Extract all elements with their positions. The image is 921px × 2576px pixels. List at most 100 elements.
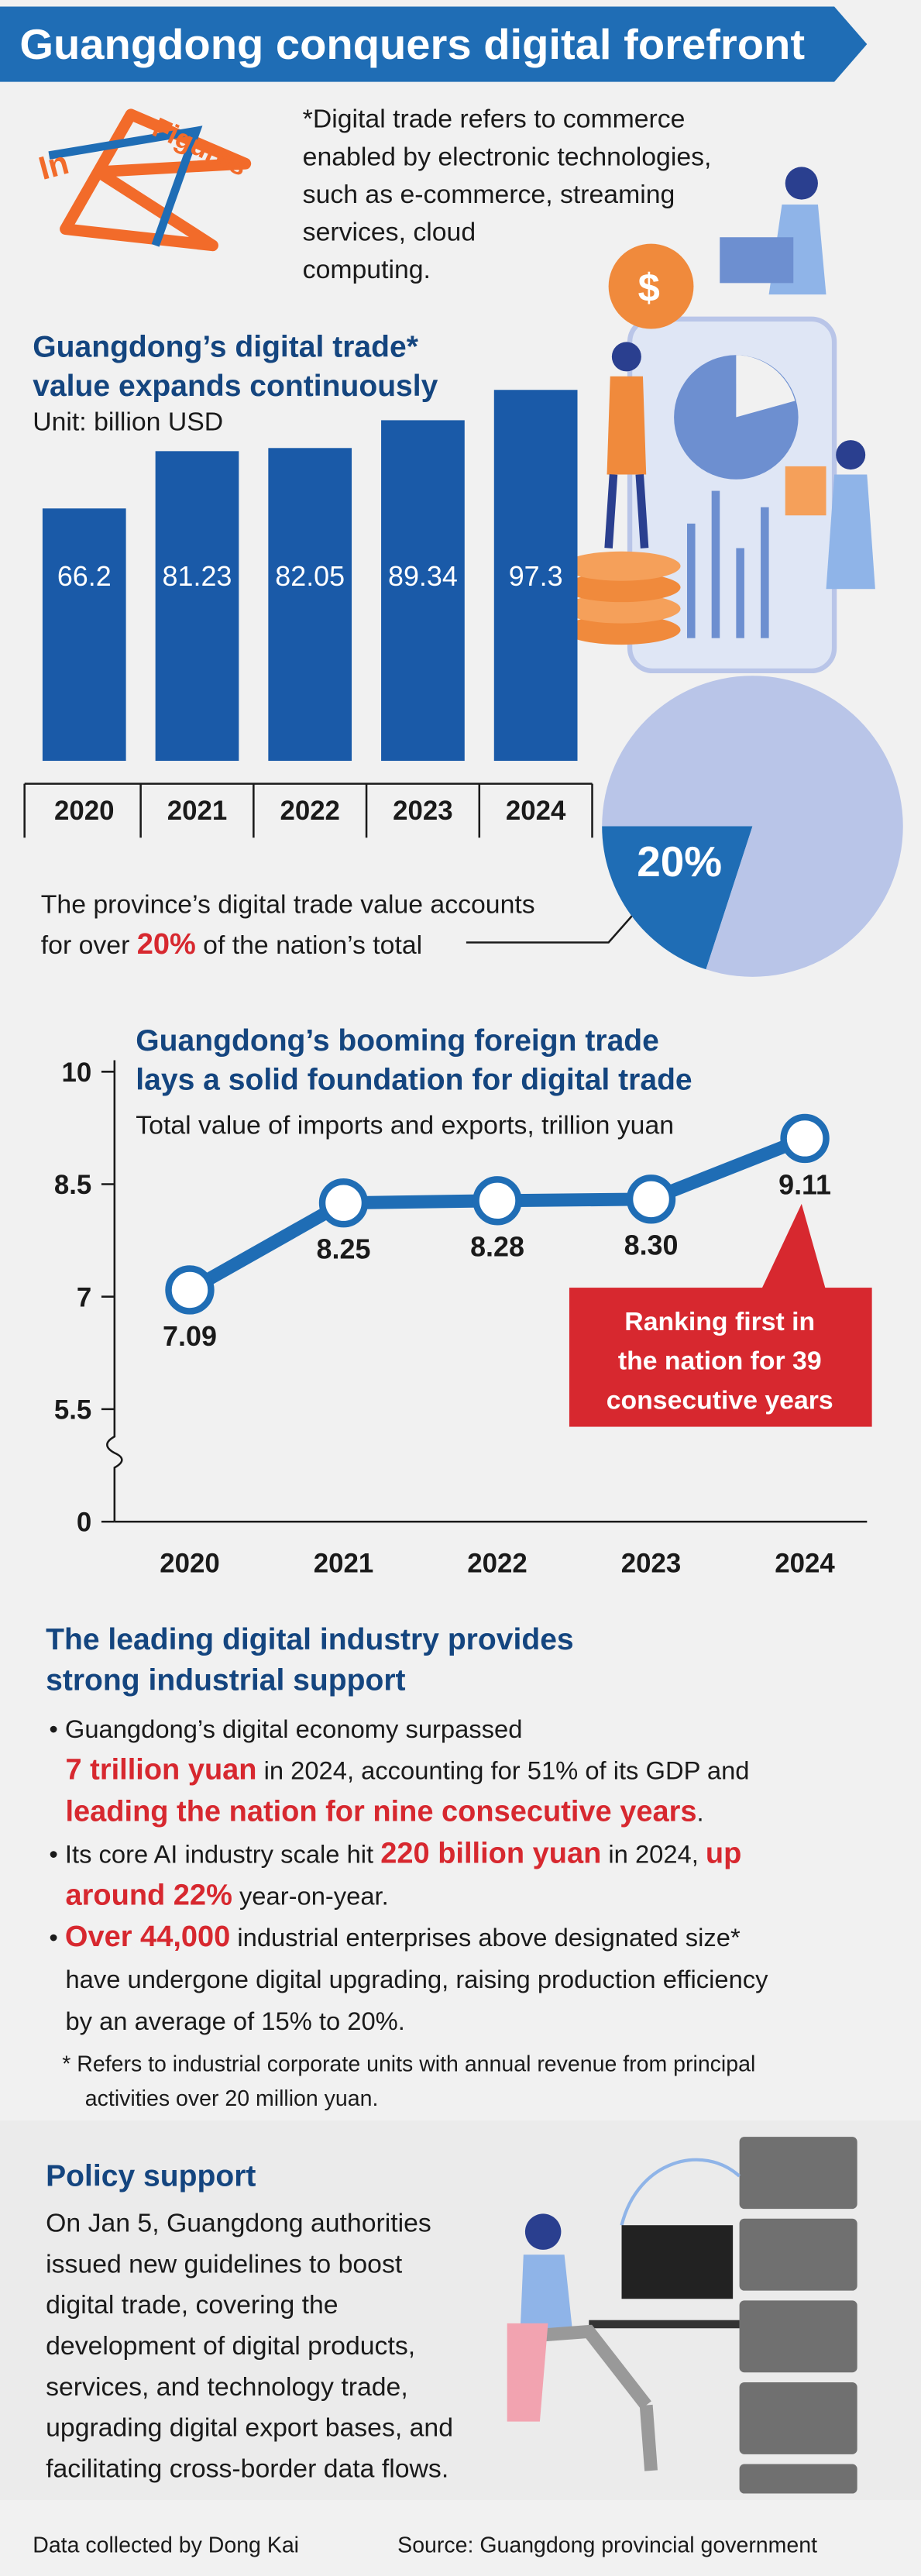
footnote-line: * Refers to industrial corporate units w…: [62, 2052, 755, 2077]
x-tick-label: 2023: [393, 796, 452, 826]
policy-line: development of digital products,: [46, 2331, 415, 2361]
x-tick-label: 2020: [54, 796, 114, 826]
server-illustration: [507, 2137, 857, 2494]
point: [626, 1175, 676, 1224]
text-segment: The province’s digital trade value accou…: [41, 889, 535, 919]
svg-text:$: $: [638, 266, 660, 310]
highlight: leading the nation for nine consecutive …: [65, 1796, 696, 1828]
point: [165, 1265, 215, 1315]
chart-title: Guangdong’s digital trade*: [33, 330, 418, 363]
section-title: strong industrial support: [46, 1664, 405, 1697]
text-line: by an average of 15% to 20%.: [65, 2007, 404, 2035]
text-line: • Guangdong’s digital economy surpassed: [49, 1714, 522, 1743]
policy-line: facilitating cross-border data flows.: [46, 2454, 448, 2483]
x-tick-label: 2024: [506, 796, 566, 826]
footnote-line: activities over 20 million yuan.: [85, 2086, 379, 2111]
policy-line: issued new guidelines to boost: [46, 2249, 403, 2279]
note-line: services, cloud: [303, 217, 476, 246]
note-line: enabled by electronic technologies,: [303, 142, 712, 171]
policy-line: upgrading digital export bases, and: [46, 2413, 453, 2443]
x-tick-label: 2021: [314, 1549, 373, 1579]
section-title: The leading digital industry provides: [46, 1623, 574, 1656]
annotation-pointer: [761, 1203, 826, 1291]
value-label: 82.05: [275, 561, 345, 592]
text-segment: in 2024, accounting for 51% of its GDP a…: [257, 1756, 750, 1785]
chart-subtitle: Total value of imports and exports, tril…: [136, 1111, 674, 1140]
text-line: around 22% year-on-year.: [65, 1879, 388, 1911]
policy-line: digital trade, covering the: [46, 2290, 338, 2320]
text-line: for over 20% of the nation’s total: [41, 928, 422, 961]
point: [318, 1178, 369, 1228]
x-tick-label: 2022: [280, 796, 339, 826]
source: Source: Guangdong provincial government: [397, 2533, 817, 2558]
value-label: 8.28: [470, 1232, 524, 1263]
note-line: *Digital trade refers to commerce: [303, 105, 686, 134]
point: [780, 1113, 830, 1164]
policy-line: On Jan 5, Guangdong authorities: [46, 2209, 431, 2238]
x-tick-label: 2021: [167, 796, 227, 826]
pie-slice: [602, 826, 753, 970]
annotation-line: the nation for 39: [618, 1346, 822, 1376]
x-tick-label: 2024: [775, 1549, 835, 1579]
highlight: around 22%: [65, 1879, 232, 1911]
highlight: up: [706, 1837, 741, 1869]
x-tick-label: 2022: [467, 1549, 527, 1579]
y-tick-label: 0: [77, 1508, 91, 1538]
highlight: Over 44,000: [65, 1921, 230, 1953]
value-label: 7.09: [163, 1321, 217, 1352]
text-segment: for over: [41, 930, 137, 960]
y-tick-label: 8.5: [54, 1170, 91, 1200]
value-label: 8.30: [624, 1230, 679, 1261]
page-title: Guangdong conquers digital forefront: [19, 20, 805, 68]
y-axis: [106, 1060, 123, 1522]
y-tick-label: 5.5: [54, 1395, 91, 1426]
bar: [268, 448, 352, 762]
chart-title: lays a solid foundation for digital trad…: [136, 1064, 692, 1097]
value-label: 89.34: [388, 561, 458, 592]
highlight: 20%: [137, 928, 196, 961]
text-segment: .: [697, 1798, 704, 1827]
text-segment: of the nation’s total: [196, 930, 422, 960]
y-tick-label: 7: [77, 1282, 91, 1312]
note-line: computing.: [303, 255, 431, 284]
value-label: 97.3: [509, 561, 563, 592]
credit: Data collected by Dong Kai: [33, 2533, 299, 2558]
pie-slice: [602, 676, 903, 977]
chart-subtitle: Unit: billion USD: [33, 407, 223, 436]
y-tick-label: 10: [62, 1058, 92, 1088]
x-tick-label: 2020: [160, 1549, 219, 1579]
note-line: such as e-commerce, streaming: [303, 180, 675, 209]
text-line: The province’s digital trade value accou…: [41, 889, 535, 919]
x-tick-label: 2023: [621, 1549, 681, 1579]
bar: [493, 390, 578, 762]
text-segment: • Its core AI industry scale hit: [49, 1839, 380, 1868]
annotation-line: Ranking first in: [624, 1307, 815, 1336]
pie-label: 20%: [637, 837, 722, 886]
illustration: $: [562, 167, 875, 674]
text-segment: in 2024,: [601, 1839, 706, 1868]
highlight: 7 trillion yuan: [65, 1754, 256, 1787]
text-segment: by an average of 15% to 20%.: [65, 2007, 404, 2035]
value-label: 9.11: [778, 1169, 831, 1200]
chart-title: Guangdong’s booming foreign trade: [136, 1024, 659, 1058]
text-line: • Over 44,000 industrial enterprises abo…: [49, 1921, 741, 1953]
text-line: have undergone digital upgrading, raisin…: [65, 1965, 768, 1993]
bar: [381, 420, 465, 762]
bar: [155, 451, 239, 762]
chart-title: value expands continuously: [33, 370, 438, 403]
annotation-box: [569, 1288, 872, 1427]
value-label: 81.23: [163, 561, 232, 592]
text-segment: year-on-year.: [232, 1881, 389, 1910]
highlight: 220 billion yuan: [380, 1837, 601, 1869]
policy-line: services, and technology trade,: [46, 2372, 408, 2402]
value-label: 8.25: [317, 1234, 371, 1265]
text-line: leading the nation for nine consecutive …: [65, 1796, 703, 1828]
value-label: 66.2: [57, 561, 112, 592]
text-segment: have undergone digital upgrading, raisin…: [65, 1965, 768, 1993]
text-segment: industrial enterprises above designated …: [230, 1923, 741, 1952]
annotation-line: consecutive years: [607, 1385, 833, 1415]
text-segment: • Guangdong’s digital economy surpassed: [49, 1714, 522, 1743]
text-line: • Its core AI industry scale hit 220 bil…: [49, 1837, 741, 1869]
title-banner: [0, 6, 868, 82]
